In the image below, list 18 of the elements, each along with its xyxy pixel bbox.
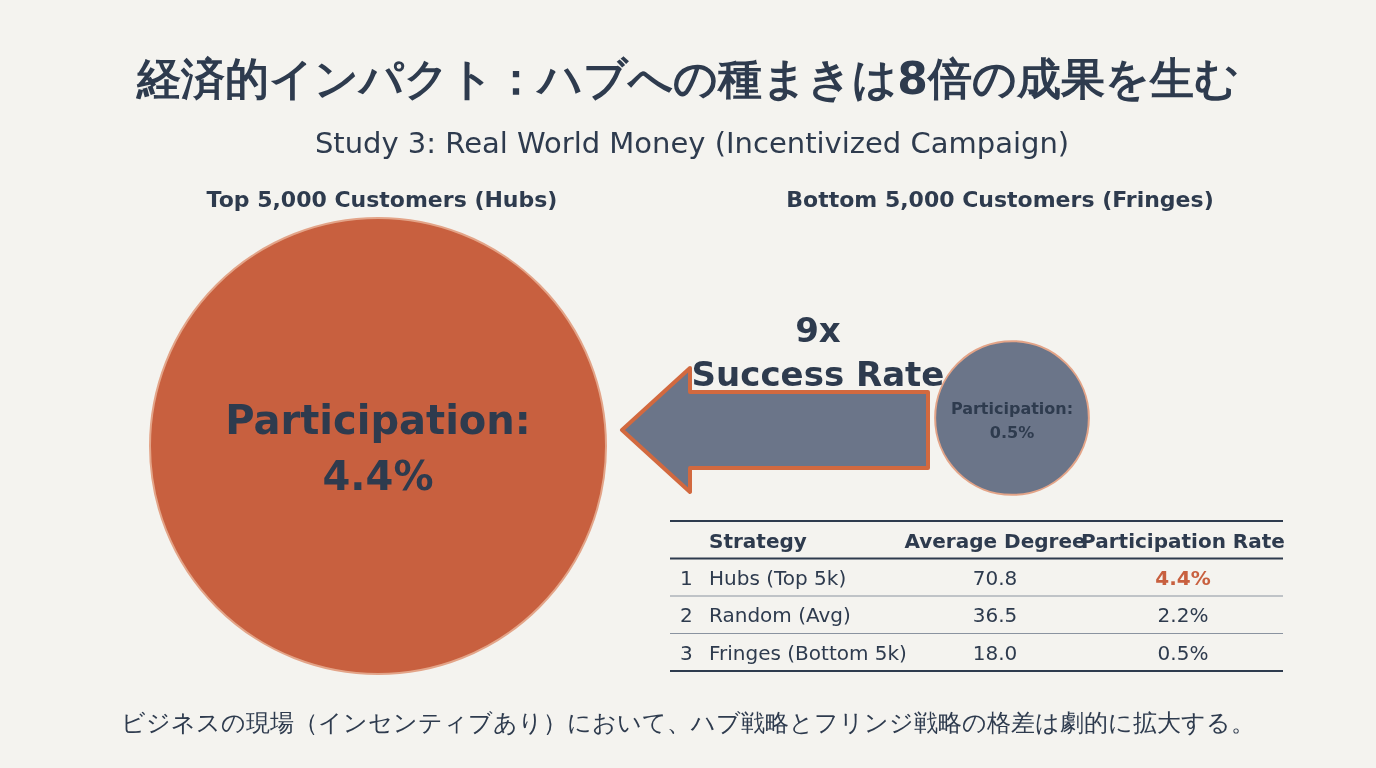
- text: 9x Success Rate: [691, 310, 945, 394]
- data-label: Participation: 0.5%: [950, 399, 1074, 442]
- category-label: 2 Random (Avg): [680, 603, 851, 627]
- text: Study 3: Real World Money (Incentivized Campaign): [314, 126, 1070, 160]
- category-label: 3 Fringes (Bottom 5k): [680, 640, 907, 665]
- data-label: 2.2%: [1157, 603, 1209, 627]
- data-label: 18.0: [972, 640, 1018, 665]
- text: 経済的インパクト：ハブへの種まきは8倍の成果を生む: [135, 53, 1239, 104]
- data-label: 70.8: [972, 565, 1018, 590]
- category-label: Top 5,000 Customers (Hubs): [206, 187, 558, 212]
- data-label: 0.5%: [1157, 640, 1209, 665]
- data-label: Participation: 4.4%: [225, 397, 531, 499]
- category-label: Bottom 5,000 Customers (Fringes): [786, 187, 1214, 212]
- data-label: 36.5: [972, 603, 1018, 627]
- category-label: 1 Hubs (Top 5k): [680, 565, 847, 590]
- text: ビジネスの現場（インセンティブあり）において、ハブ戦略とフリンジ戦略の格差は劇的に拡大する。: [121, 709, 1255, 737]
- text: Strategy: [709, 529, 807, 553]
- data-label: 4.4%: [1155, 565, 1211, 590]
